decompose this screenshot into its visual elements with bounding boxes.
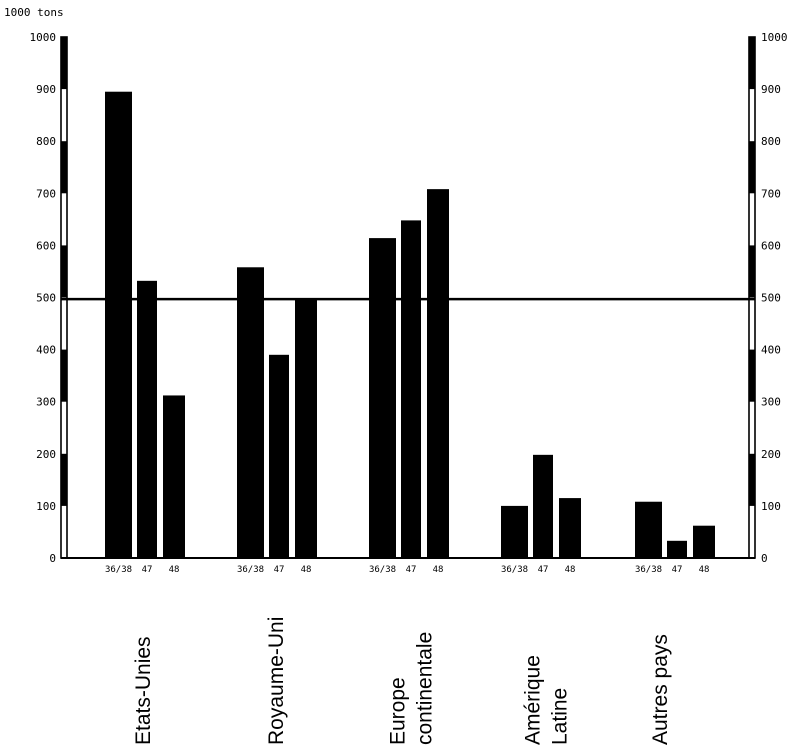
bar [295,299,317,558]
right-axis-rail-band [749,453,755,506]
y-tick-label-left: 900 [36,83,56,96]
left-axis-rail-band [61,141,67,194]
x-tick-label: 36/38 [237,565,264,575]
x-tick-label: 36/38 [105,565,132,575]
x-tick-label: 36/38 [369,565,396,575]
left-axis-rail-band [61,245,67,298]
bar [163,395,185,558]
bar [533,454,553,558]
unit-label: 1000 tons [4,6,64,19]
bar [501,505,528,558]
bar [401,220,421,558]
x-tick-label: 48 [433,565,444,575]
y-tick-label-right: 300 [761,396,781,409]
y-tick-label-left: 200 [36,448,56,461]
y-tick-label-right: 900 [761,83,781,96]
right-axis-rail-band [749,141,755,194]
y-tick-label-right: 500 [761,292,781,305]
y-tick-label-left: 500 [36,292,56,305]
x-tick-label: 47 [672,565,683,575]
y-axis: 0 0 100 100 200 200 300 300 400 400 500 500 600 600 70… [30,31,788,565]
bar [137,280,157,558]
bar [693,525,715,558]
y-tick-label-left: 100 [36,500,56,513]
y-tick-label-left: 800 [36,135,56,148]
x-tick-label: 48 [565,565,576,575]
group-label: Amérique [522,655,545,745]
bar [667,540,687,558]
bar [427,189,449,558]
y-tick-label-left: 400 [36,344,56,357]
y-tick-label-right: 800 [761,135,781,148]
bar [237,267,264,558]
bar [559,498,581,558]
left-axis-rail-band [61,453,67,506]
bar [269,354,289,558]
x-tick-label: 48 [699,565,710,575]
y-tick-label-left: 1000 [30,31,57,44]
group-label: Autres pays [649,634,672,745]
x-tick-label: 47 [142,565,153,575]
x-tick-label: 36/38 [501,565,528,575]
bar [369,238,396,558]
left-axis-rail-band [61,349,67,402]
group-label: Etats-Unies [132,636,155,745]
x-tick-label: 48 [169,565,180,575]
x-tick-label: 47 [274,565,285,575]
bars: 36/38 47 48 36/38 47 48 36/38 47 48 36/38 47 48 36/3… [61,91,755,575]
y-tick-label-right: 400 [761,344,781,357]
bar [635,501,662,558]
y-tick-label-right: 100 [761,500,781,513]
y-tick-label-left: 600 [36,239,56,252]
right-axis-rail-band [749,349,755,402]
y-tick-label-right: 200 [761,448,781,461]
category-labels: Etats-Unies Royaume-Uni Europe continentale… [132,617,672,745]
group-label: Royaume-Uni [265,617,288,745]
y-tick-label-left: 0 [49,552,56,565]
group-label: Europe [387,677,410,745]
bar [105,91,132,558]
y-tick-label-right: 700 [761,187,781,200]
y-tick-label-right: 0 [761,552,768,565]
y-tick-label-left: 300 [36,396,56,409]
y-tick-label-right: 1000 [761,31,788,44]
group-label: Latine [549,688,572,745]
x-tick-label: 47 [538,565,549,575]
y-tick-label-right: 600 [761,239,781,252]
x-tick-label: 48 [301,565,312,575]
x-tick-label: 47 [406,565,417,575]
right-axis-rail-band [749,245,755,298]
right-axis-rail-band [749,37,755,90]
x-tick-label: 36/38 [635,565,662,575]
group-label: continentale [414,632,437,745]
left-axis-rail-band [61,37,67,90]
y-tick-label-left: 700 [36,187,56,200]
